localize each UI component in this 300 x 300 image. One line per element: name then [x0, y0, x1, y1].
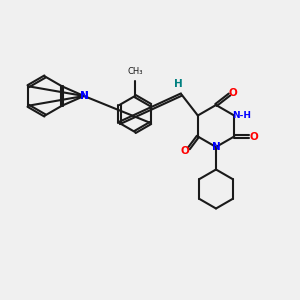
Text: H: H: [174, 79, 183, 89]
Text: N: N: [212, 142, 220, 152]
Text: N: N: [80, 91, 88, 101]
Text: N-H: N-H: [232, 111, 251, 120]
Text: CH₃: CH₃: [127, 67, 143, 76]
Text: N: N: [80, 91, 88, 101]
Text: O: O: [181, 146, 190, 157]
Text: O: O: [229, 88, 238, 98]
Text: O: O: [249, 131, 258, 142]
